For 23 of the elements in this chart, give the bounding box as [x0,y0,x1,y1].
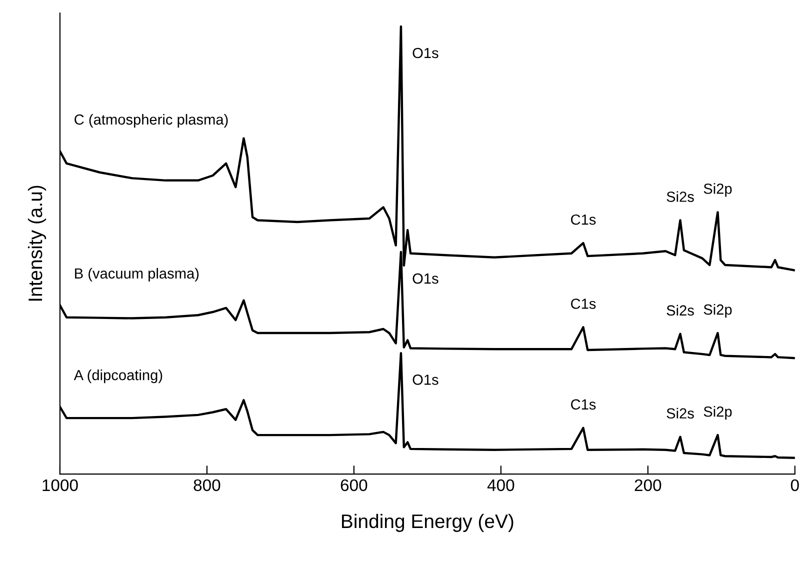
x-tick-label: 1000 [42,479,78,492]
annotation: Si2p [704,406,732,420]
series-label: A (dipcoating) [74,370,162,384]
annotation: Si2p [704,183,732,197]
series-label: C (atmospheric plasma) [74,114,228,128]
annotation: Si2s [666,408,694,419]
x-tick-label: 0 [790,479,799,492]
annotation: C1s [571,214,596,225]
x-tick-label: 600 [340,479,368,492]
series-label: B (vacuum plasma) [75,268,199,282]
annotation: Si2p [704,304,732,318]
x-tick-label: 200 [634,479,662,492]
annotation: O1s [412,374,438,385]
annotation: Si2s [666,304,694,316]
annotation: O1s [412,273,438,284]
annotation: C1s [571,298,596,309]
x-tick-label: 800 [194,479,220,492]
x-axis-title: Binding Energy (eV) [342,514,514,532]
x-tick-label: 400 [487,479,514,492]
annotation: O1s [412,48,438,58]
y-axis-title: Intensity (a.u) [28,186,46,301]
annotation: C1s [571,399,596,410]
annotation: Si2s [666,191,694,202]
